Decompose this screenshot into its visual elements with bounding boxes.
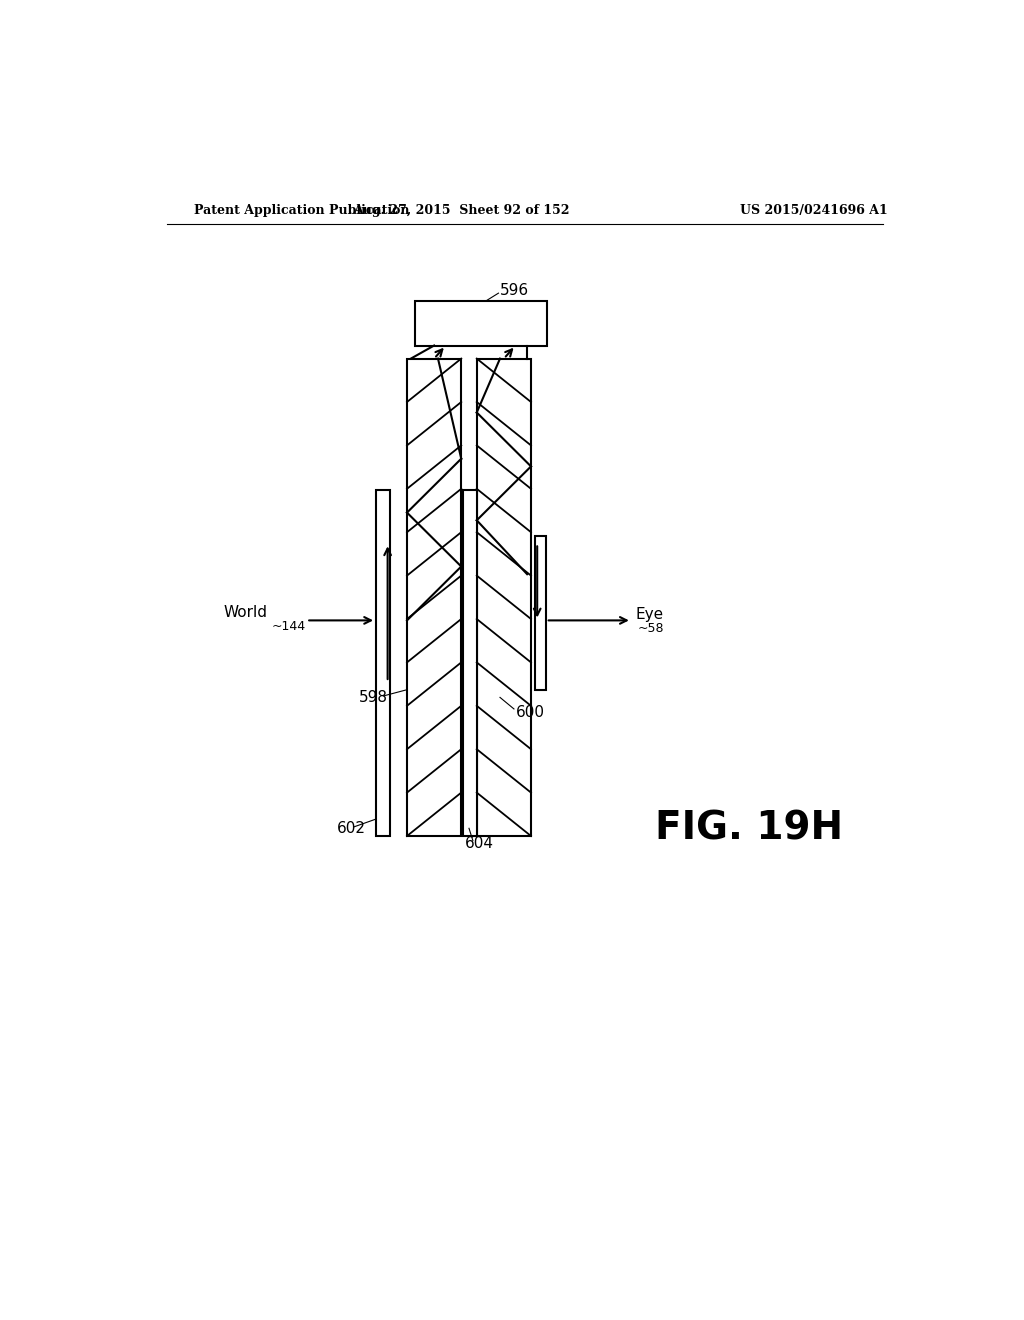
Text: Aug. 27, 2015  Sheet 92 of 152: Aug. 27, 2015 Sheet 92 of 152 (353, 205, 569, 218)
Text: 600: 600 (515, 705, 545, 721)
Text: ~144: ~144 (271, 620, 305, 634)
Bar (463, 490, 477, 836)
Bar (407, 359, 461, 836)
Text: Patent Application Publication: Patent Application Publication (194, 205, 410, 218)
Text: 602: 602 (337, 821, 367, 836)
Text: 604: 604 (465, 836, 495, 851)
Bar (535, 536, 546, 689)
Text: 596: 596 (500, 284, 529, 298)
Text: FIG. 19H: FIG. 19H (655, 809, 843, 847)
Text: ~58: ~58 (638, 622, 665, 635)
Text: US 2015/0241696 A1: US 2015/0241696 A1 (740, 205, 888, 218)
Text: 598: 598 (359, 690, 388, 705)
Text: Eye: Eye (636, 607, 664, 622)
Bar (477, 359, 531, 836)
Text: World: World (223, 605, 267, 620)
Bar (376, 490, 390, 836)
Bar (415, 301, 547, 346)
